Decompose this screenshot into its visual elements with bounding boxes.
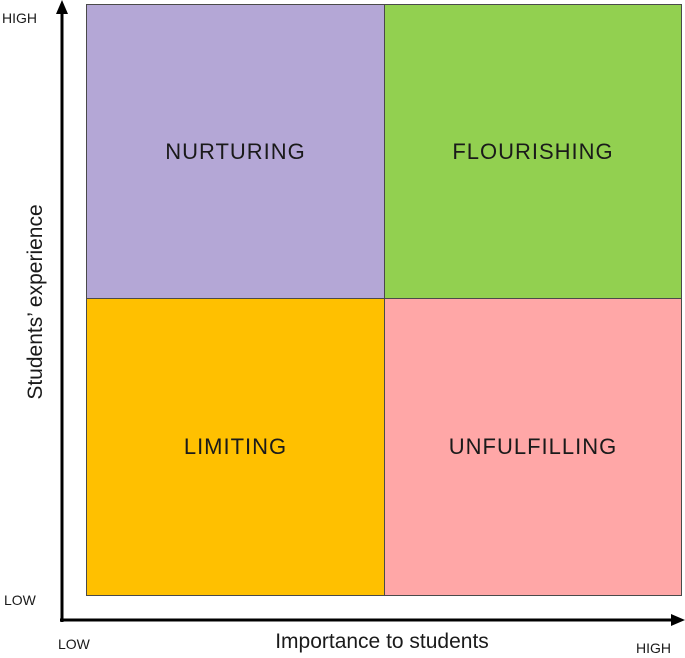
y-axis-arrowhead xyxy=(56,0,68,14)
y-axis-high-label: HIGH xyxy=(2,10,37,26)
quadrant-unfulfilling: UNFULFILLING xyxy=(384,298,682,596)
y-axis-low-label: LOW xyxy=(4,592,36,608)
quadrant-label-unfulfilling: UNFULFILLING xyxy=(448,434,618,459)
quadrant-label-limiting: LIMITING xyxy=(183,434,288,459)
quadrant-flourishing: FLOURISHING xyxy=(384,4,682,298)
quadrant-nurturing: NURTURING xyxy=(86,4,384,298)
quadrant-label-flourishing: FLOURISHING xyxy=(452,138,614,164)
quadrant-label-nurturing: NURTURING xyxy=(165,138,306,164)
quadrant-matrix: NURTURING FLOURISHING LIMITING UNFULFILL… xyxy=(86,4,682,596)
quadrant-limiting: LIMITING xyxy=(86,298,384,596)
x-axis-title: Importance to students xyxy=(275,630,489,653)
x-axis-arrowhead xyxy=(671,614,685,626)
x-axis-low-label: LOW xyxy=(58,636,90,652)
y-axis-title: Students’ experience xyxy=(24,204,47,400)
x-axis-high-label: HIGH xyxy=(636,640,671,656)
